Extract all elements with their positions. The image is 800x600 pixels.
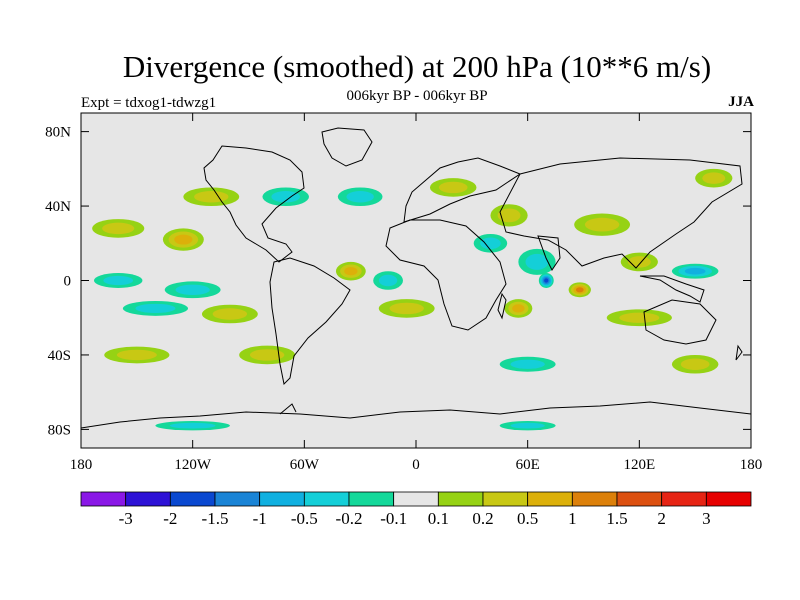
divergence-contour-14-1 — [438, 181, 468, 194]
divergence-contour-8-2 — [344, 267, 358, 276]
divergence-contour-3-1 — [175, 284, 210, 295]
divergence-contour-25-1 — [680, 358, 710, 370]
colorbar-label: -0.1 — [380, 509, 407, 528]
season-label: JJA — [728, 94, 754, 110]
divergence-contour-28-1 — [510, 422, 545, 429]
divergence-contour-1-2 — [174, 234, 193, 245]
colorbar-swatch — [393, 491, 439, 507]
chart-subtitle: 006kyr BP - 006kyr BP — [346, 88, 488, 104]
colorbar-label: -1 — [253, 509, 267, 528]
colorbar-swatch — [169, 491, 216, 507]
plot-background — [81, 113, 751, 448]
divergence-contour-12-1 — [194, 191, 229, 203]
colorbar-swatch — [482, 491, 529, 507]
colorbar: -3 -2 -1.5 -1 -0.5 -0.2 -0.1 0.1 0.2 0.5 1 1.5 2 3 — [80, 491, 752, 528]
x-tick-label: 0 — [412, 457, 420, 473]
colorbar-swatch — [571, 491, 618, 507]
colorbar-label: 2 — [657, 509, 666, 528]
y-axis: 80N 40N 0 40S 80S — [45, 125, 751, 438]
colorbar-swatch — [527, 491, 573, 507]
divergence-contour-22-1 — [627, 256, 651, 268]
colorbar-label: -0.2 — [336, 509, 363, 528]
colorbar-label: -1.5 — [202, 509, 229, 528]
experiment-label: Expt = tdxog1-tdwzg1 — [81, 95, 217, 111]
divergence-contour-7-1 — [249, 349, 285, 361]
colorbar-label: 1 — [568, 509, 577, 528]
divergence-contour-10-1 — [389, 302, 424, 315]
coastlines — [81, 127, 751, 429]
colorbar-label: 3 — [702, 509, 711, 528]
divergence-contour-17-4 — [544, 278, 549, 283]
divergence-contour-5-1 — [135, 303, 176, 313]
divergence-contour-29-1 — [702, 172, 726, 184]
colorbar-swatch — [661, 491, 707, 507]
divergence-contour-13-1 — [271, 191, 301, 203]
colorbar-swatch — [80, 491, 127, 507]
y-tick-label: 80S — [48, 422, 71, 438]
x-axis: 180 120W 60W 0 60E 120E 180 — [70, 113, 763, 473]
divergence-contour-18-1 — [525, 253, 549, 270]
divergence-contour-4-1 — [212, 308, 248, 320]
x-tick-label: 120E — [623, 457, 655, 473]
y-tick-label: 40N — [45, 199, 71, 215]
y-tick-label: 80N — [45, 125, 71, 141]
colorbar-label: 0.5 — [517, 509, 538, 528]
divergence-contour-27-1 — [169, 422, 216, 429]
colorbar-swatch — [705, 491, 752, 507]
divergence-contour-0-1 — [102, 222, 135, 235]
colorbar-label: -0.5 — [291, 509, 318, 528]
divergence-field — [92, 168, 733, 431]
x-tick-label: 180 — [740, 457, 763, 473]
colorbar-swatch — [616, 491, 663, 507]
divergence-contour-23-2 — [684, 267, 706, 275]
divergence-contour-9-1 — [378, 274, 398, 287]
divergence-contour-6-1 — [116, 349, 157, 361]
y-tick-label: 40S — [48, 348, 71, 364]
divergence-contour-2-1 — [103, 275, 134, 286]
divergence-contour-21-1 — [584, 217, 620, 232]
colorbar-label: 0.1 — [428, 509, 449, 528]
divergence-contour-20-2 — [512, 304, 525, 313]
divergence-contour-26-1 — [510, 359, 545, 369]
colorbar-swatch — [303, 491, 350, 507]
x-tick-label: 60E — [516, 457, 540, 473]
colorbar-label: 0.2 — [472, 509, 493, 528]
x-tick-label: 180 — [70, 457, 93, 473]
colorbar-swatch — [259, 491, 305, 507]
colorbar-swatch — [348, 491, 395, 507]
colorbar-label: -3 — [119, 509, 133, 528]
colorbar-label: -2 — [163, 509, 177, 528]
colorbar-swatch — [437, 491, 484, 507]
divergence-contour-24-1 — [619, 312, 660, 323]
divergence-contour-16-1 — [480, 237, 501, 250]
colorbar-swatch — [214, 491, 261, 507]
colorbar-label: 1.5 — [606, 509, 627, 528]
chart-title: Divergence (smoothed) at 200 hPa (10**6 … — [122, 49, 712, 84]
x-tick-label: 120W — [174, 457, 212, 473]
divergence-contour-15-1 — [497, 208, 521, 223]
colorbar-swatch — [125, 491, 171, 507]
x-tick-label: 60W — [290, 457, 320, 473]
y-tick-label: 0 — [64, 274, 72, 290]
divergence-contour-19-3 — [575, 287, 584, 293]
divergence-contour-11-1 — [346, 191, 374, 203]
